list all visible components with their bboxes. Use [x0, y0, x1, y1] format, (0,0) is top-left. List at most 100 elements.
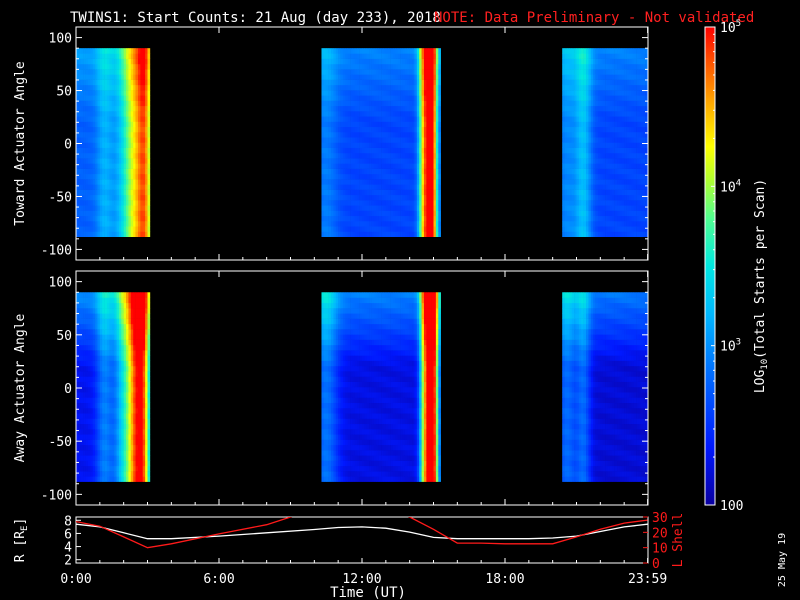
heatmap-cell [428, 189, 432, 196]
heatmap-cell [347, 189, 351, 196]
heatmap-cell [421, 200, 425, 206]
heatmap-cell [109, 350, 113, 356]
heatmap-cell [90, 402, 93, 409]
heatmap-cell [626, 200, 630, 206]
heatmap-cell [609, 137, 613, 143]
heatmap-cell [104, 402, 108, 409]
heatmap-cell [590, 142, 594, 148]
heatmap-cell [378, 105, 382, 112]
heatmap-cell [607, 137, 611, 143]
heatmap-cell [104, 444, 108, 451]
heatmap-cell [435, 137, 439, 143]
heatmap-cell [76, 344, 79, 351]
heatmap-cell [631, 74, 634, 80]
heatmap-cell [607, 173, 611, 180]
heatmap-cell [564, 74, 568, 80]
heatmap-cell [369, 220, 372, 227]
heatmap-cell [362, 158, 365, 164]
heatmap-cell [640, 163, 644, 169]
heatmap-cell [385, 200, 389, 206]
heatmap-cell [412, 53, 415, 59]
heatmap-cell [116, 471, 120, 477]
heatmap-cell [378, 194, 382, 201]
heatmap-cell [593, 142, 596, 148]
heatmap-cell [126, 231, 129, 237]
heatmap-cell [123, 126, 127, 133]
heatmap-cell [126, 84, 129, 91]
heatmap-cell [85, 360, 89, 367]
heatmap-cell [571, 74, 575, 80]
heatmap-cell [354, 168, 358, 175]
heatmap-cell [414, 74, 418, 80]
heatmap-cell [402, 69, 406, 75]
heatmap-cell [605, 121, 608, 128]
heatmap-cell [433, 215, 437, 222]
heatmap-cell [421, 69, 425, 75]
heatmap-cell [83, 476, 86, 482]
heatmap-cell [612, 158, 615, 164]
heatmap-cell [638, 58, 642, 65]
heatmap-cell [92, 339, 96, 346]
heatmap-cell [126, 215, 129, 222]
heatmap-cell [142, 220, 146, 227]
heatmap-cell [400, 205, 403, 211]
heatmap-cell [404, 58, 408, 65]
heatmap-cell [83, 292, 86, 298]
heatmap-cell [142, 184, 146, 190]
heatmap-cell [83, 63, 86, 70]
heatmap-cell [569, 116, 573, 122]
heatmap-cell [419, 158, 422, 164]
heatmap-cell [116, 371, 120, 377]
heatmap-cell [106, 371, 110, 377]
heatmap-cell [338, 69, 341, 75]
heatmap-cell [416, 131, 420, 138]
heatmap-cell [354, 226, 358, 232]
heatmap-cell [397, 173, 401, 180]
heatmap-cell [99, 334, 103, 340]
heatmap-cell [97, 355, 101, 361]
heatmap-cell [397, 53, 401, 59]
heatmap-cell [135, 116, 139, 122]
heatmap-cell [588, 63, 592, 70]
heatmap-cell [590, 137, 594, 143]
heatmap-cell [574, 105, 577, 112]
heatmap-cell [433, 95, 437, 101]
heatmap-cell [97, 220, 101, 227]
heatmap-cell [133, 220, 136, 227]
heatmap-cell [85, 184, 89, 190]
heatmap-cell [383, 189, 387, 196]
heatmap-cell [371, 116, 375, 122]
heatmap-cell [576, 53, 580, 59]
heatmap-cell [602, 184, 606, 190]
heatmap-cell [438, 220, 441, 227]
heatmap-cell [121, 69, 124, 75]
heatmap-cell [99, 455, 103, 461]
heatmap-cell [400, 79, 403, 86]
heatmap-cell [617, 194, 620, 201]
heatmap-cell [102, 402, 105, 409]
heatmap-cell [323, 84, 327, 91]
heatmap-cell [385, 100, 389, 107]
heatmap-cell [614, 100, 618, 107]
heatmap-cell [323, 74, 327, 80]
heatmap-cell [323, 200, 327, 206]
heatmap-cell [624, 173, 627, 180]
heatmap-cell [371, 111, 375, 117]
heatmap-cell [80, 455, 84, 461]
heatmap-cell [600, 173, 604, 180]
heatmap-cell [340, 63, 344, 70]
heatmap-cell [428, 100, 432, 107]
heatmap-cell [586, 220, 589, 227]
heatmap-cell [593, 95, 596, 101]
heatmap-cell [104, 48, 108, 54]
heatmap-cell [564, 121, 568, 128]
heatmap-cell [428, 48, 432, 54]
heatmap-cell [381, 163, 384, 169]
heatmap-cell [111, 339, 115, 346]
heatmap-cell [426, 121, 430, 128]
heatmap-cell [323, 142, 327, 148]
heatmap-cell [400, 53, 403, 59]
heatmap-cell [373, 63, 377, 70]
heatmap-cell [90, 179, 93, 185]
heatmap-cell [335, 205, 339, 211]
